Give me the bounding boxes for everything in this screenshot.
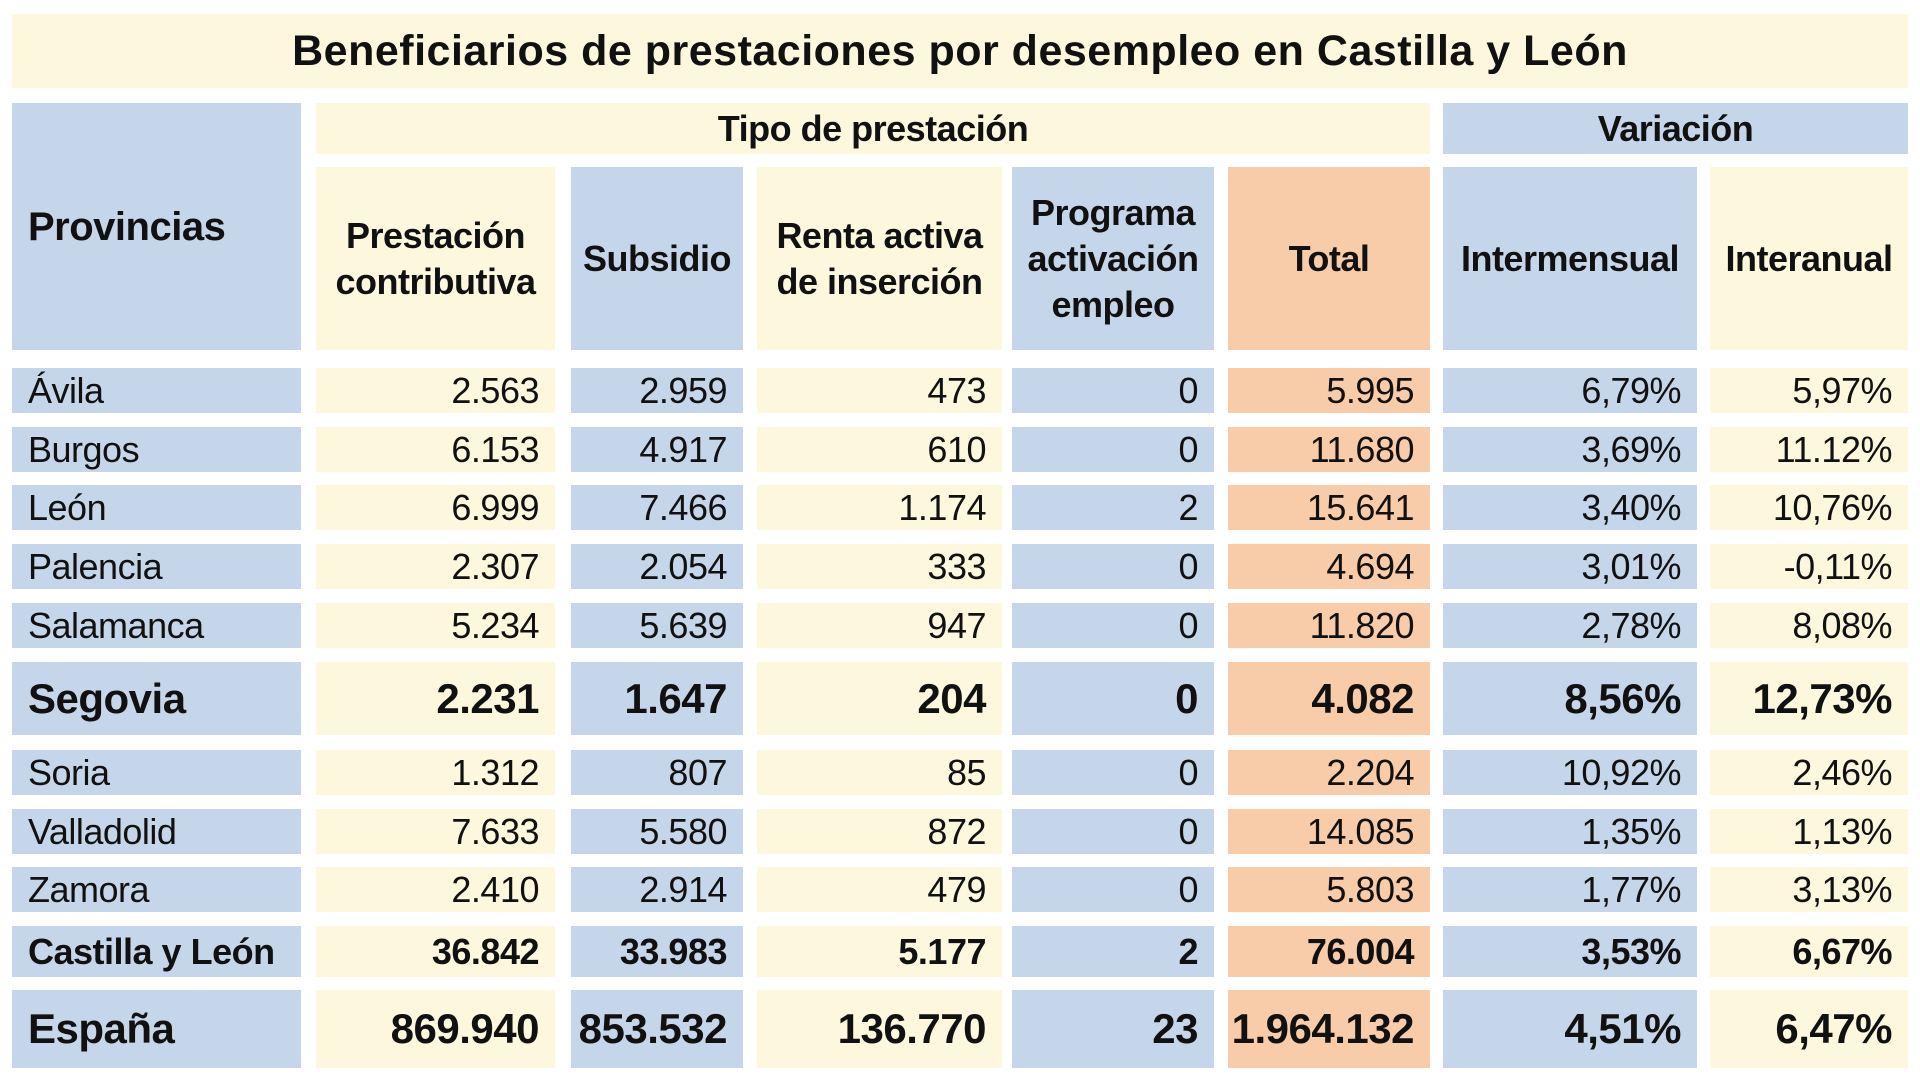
row-label: Segovia xyxy=(12,662,301,735)
row-label: Salamanca xyxy=(12,603,301,648)
table-cell-total: 1.964.132 xyxy=(1228,990,1430,1068)
table-cell-programa-activacion: 23 xyxy=(1012,990,1214,1068)
table-cell-interanual: 8,08% xyxy=(1710,603,1908,648)
table-cell-programa-activacion: 0 xyxy=(1012,368,1214,413)
table-cell-prestacion-contributiva: 2.410 xyxy=(316,867,555,912)
table-cell-total: 14.085 xyxy=(1228,809,1430,854)
table-cell-interanual: 11.12% xyxy=(1710,427,1908,472)
table-cell-interanual: 10,76% xyxy=(1710,485,1908,530)
row-label: Palencia xyxy=(12,544,301,589)
table-cell-intermensual: 1,35% xyxy=(1443,809,1697,854)
table-cell-intermensual: 6,79% xyxy=(1443,368,1697,413)
table-cell-subsidio: 1.647 xyxy=(571,662,743,735)
header-renta-activa: Renta activa de inserción xyxy=(757,167,1002,350)
table-cell-subsidio: 2.914 xyxy=(571,867,743,912)
table-cell-total: 4.082 xyxy=(1228,662,1430,735)
table-cell-interanual: 3,13% xyxy=(1710,867,1908,912)
table-cell-interanual: 5,97% xyxy=(1710,368,1908,413)
table-cell-programa-activacion: 2 xyxy=(1012,485,1214,530)
table-cell-renta-activa: 85 xyxy=(757,750,1002,795)
table-cell-intermensual: 4,51% xyxy=(1443,990,1697,1068)
table-cell-renta-activa: 479 xyxy=(757,867,1002,912)
table-cell-total: 15.641 xyxy=(1228,485,1430,530)
table-cell-intermensual: 2,78% xyxy=(1443,603,1697,648)
table-cell-programa-activacion: 0 xyxy=(1012,867,1214,912)
table-cell-prestacion-contributiva: 869.940 xyxy=(316,990,555,1068)
table-cell-total: 5.803 xyxy=(1228,867,1430,912)
header-prestacion-contributiva: Prestación contributiva xyxy=(316,167,555,350)
header-intermensual: Intermensual xyxy=(1443,167,1697,350)
table-cell-intermensual: 3,40% xyxy=(1443,485,1697,530)
table-cell-total: 2.204 xyxy=(1228,750,1430,795)
header-total: Total xyxy=(1228,167,1430,350)
table-cell-prestacion-contributiva: 1.312 xyxy=(316,750,555,795)
table-cell-programa-activacion: 0 xyxy=(1012,427,1214,472)
table-cell-intermensual: 8,56% xyxy=(1443,662,1697,735)
table-cell-renta-activa: 204 xyxy=(757,662,1002,735)
header-provincias: Provincias xyxy=(12,103,301,350)
row-label: Valladolid xyxy=(12,809,301,854)
table-cell-subsidio: 2.959 xyxy=(571,368,743,413)
table-cell-prestacion-contributiva: 2.231 xyxy=(316,662,555,735)
row-label: Castilla y León xyxy=(12,926,301,977)
row-label: Soria xyxy=(12,750,301,795)
table-cell-interanual: 2,46% xyxy=(1710,750,1908,795)
table-cell-renta-activa: 5.177 xyxy=(757,926,1002,977)
table-cell-interanual: 12,73% xyxy=(1710,662,1908,735)
table-cell-prestacion-contributiva: 7.633 xyxy=(316,809,555,854)
table-cell-prestacion-contributiva: 2.307 xyxy=(316,544,555,589)
table-cell-prestacion-contributiva: 5.234 xyxy=(316,603,555,648)
table-cell-prestacion-contributiva: 36.842 xyxy=(316,926,555,977)
table-cell-renta-activa: 947 xyxy=(757,603,1002,648)
table-cell-total: 5.995 xyxy=(1228,368,1430,413)
table-cell-programa-activacion: 0 xyxy=(1012,603,1214,648)
table-cell-renta-activa: 333 xyxy=(757,544,1002,589)
table-cell-intermensual: 3,01% xyxy=(1443,544,1697,589)
table-cell-intermensual: 3,53% xyxy=(1443,926,1697,977)
table-cell-interanual: 6,47% xyxy=(1710,990,1908,1068)
row-label: Ávila xyxy=(12,368,301,413)
header-programa-activacion: Programa activación empleo xyxy=(1012,167,1214,350)
table-cell-intermensual: 3,69% xyxy=(1443,427,1697,472)
table-cell-subsidio: 33.983 xyxy=(571,926,743,977)
table-cell-total: 76.004 xyxy=(1228,926,1430,977)
table-cell-programa-activacion: 0 xyxy=(1012,809,1214,854)
table-cell-programa-activacion: 0 xyxy=(1012,662,1214,735)
table-cell-renta-activa: 473 xyxy=(757,368,1002,413)
table-cell-renta-activa: 1.174 xyxy=(757,485,1002,530)
header-interanual: Interanual xyxy=(1710,167,1908,350)
row-label: Zamora xyxy=(12,867,301,912)
table-cell-renta-activa: 136.770 xyxy=(757,990,1002,1068)
table-cell-subsidio: 807 xyxy=(571,750,743,795)
header-variacion: Variación xyxy=(1443,103,1908,154)
header-tipo-prestacion: Tipo de prestación xyxy=(316,103,1430,154)
table-cell-total: 4.694 xyxy=(1228,544,1430,589)
table-cell-interanual: 1,13% xyxy=(1710,809,1908,854)
table-cell-prestacion-contributiva: 2.563 xyxy=(316,368,555,413)
table-cell-programa-activacion: 0 xyxy=(1012,750,1214,795)
row-label: Burgos xyxy=(12,427,301,472)
table-cell-interanual: -0,11% xyxy=(1710,544,1908,589)
row-label: España xyxy=(12,990,301,1068)
table-title: Beneficiarios de prestaciones por desemp… xyxy=(12,14,1908,88)
table-cell-subsidio: 7.466 xyxy=(571,485,743,530)
table-cell-intermensual: 10,92% xyxy=(1443,750,1697,795)
table-cell-programa-activacion: 0 xyxy=(1012,544,1214,589)
table-cell-prestacion-contributiva: 6.999 xyxy=(316,485,555,530)
table-cell-intermensual: 1,77% xyxy=(1443,867,1697,912)
table-cell-renta-activa: 610 xyxy=(757,427,1002,472)
table-cell-subsidio: 5.639 xyxy=(571,603,743,648)
row-label: León xyxy=(12,485,301,530)
table-cell-prestacion-contributiva: 6.153 xyxy=(316,427,555,472)
table-cell-total: 11.820 xyxy=(1228,603,1430,648)
table-cell-subsidio: 4.917 xyxy=(571,427,743,472)
table-cell-total: 11.680 xyxy=(1228,427,1430,472)
table-cell-subsidio: 5.580 xyxy=(571,809,743,854)
header-subsidio: Subsidio xyxy=(571,167,743,350)
table-cell-programa-activacion: 2 xyxy=(1012,926,1214,977)
table-cell-renta-activa: 872 xyxy=(757,809,1002,854)
table-cell-subsidio: 853.532 xyxy=(571,990,743,1068)
table-cell-subsidio: 2.054 xyxy=(571,544,743,589)
table-cell-interanual: 6,67% xyxy=(1710,926,1908,977)
